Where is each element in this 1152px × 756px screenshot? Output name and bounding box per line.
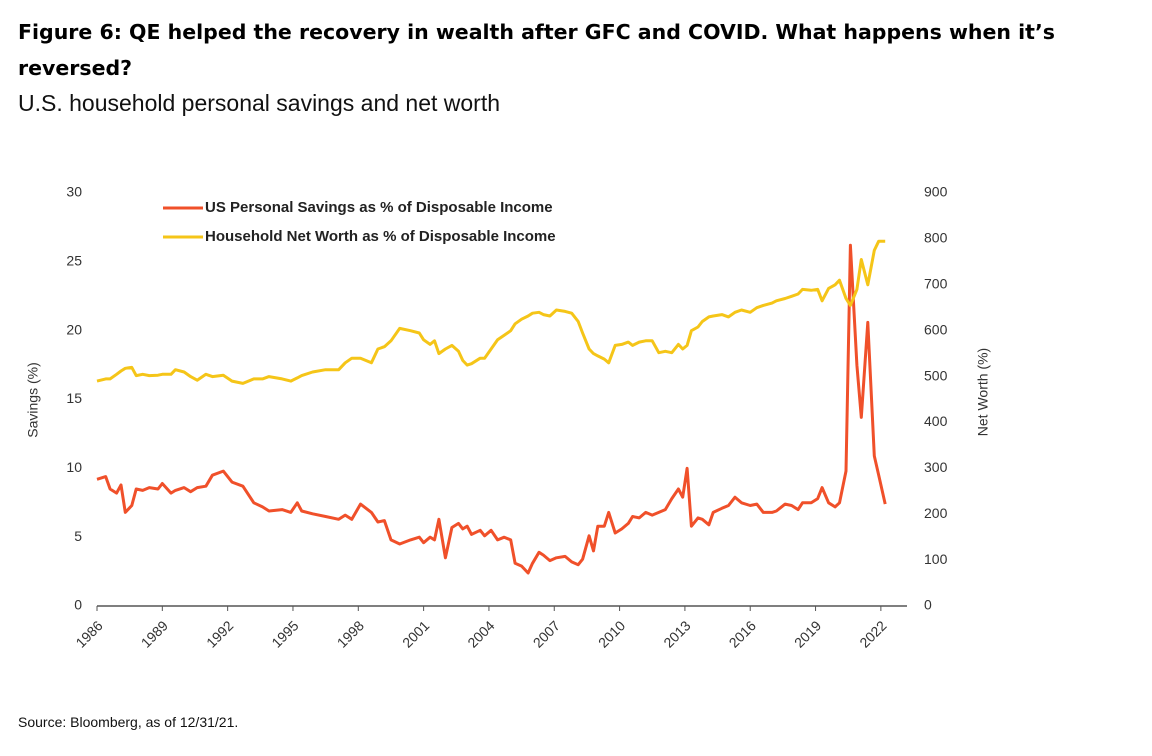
y2-axis-label: Net Worth (%) — [975, 348, 991, 436]
y2-tick-label: 800 — [924, 230, 948, 246]
x-tick-label: 1989 — [138, 617, 171, 650]
x-tick-label: 2010 — [595, 617, 628, 650]
y2-tick-label: 400 — [924, 413, 948, 429]
legend-label: US Personal Savings as % of Disposable I… — [205, 199, 553, 216]
x-tick-label: 1986 — [72, 617, 105, 650]
x-tick-label: 2019 — [791, 617, 824, 650]
y2-tick-label: 0 — [924, 597, 932, 613]
x-tick-label: 2004 — [464, 617, 497, 650]
x-tick-label: 2016 — [726, 617, 759, 650]
x-tick-label: 1992 — [203, 617, 236, 650]
y-tick-label: 10 — [66, 459, 82, 475]
y-tick-label: 30 — [66, 184, 82, 200]
y-tick-label: 0 — [74, 597, 82, 613]
y2-tick-label: 100 — [924, 551, 948, 567]
x-tick-label: 2001 — [399, 617, 432, 650]
x-tick-label: 2007 — [530, 617, 563, 650]
y-tick-label: 20 — [66, 321, 82, 337]
x-tick-label: 1998 — [334, 617, 367, 650]
y2-tick-label: 300 — [924, 459, 948, 475]
x-tick-label: 1995 — [268, 617, 301, 650]
chart-subtitle: U.S. household personal savings and net … — [18, 90, 501, 116]
y2-tick-label: 500 — [924, 367, 948, 383]
x-tick-label: 2013 — [660, 617, 693, 650]
y2-tick-label: 900 — [924, 184, 948, 200]
y-axis-label: Savings (%) — [25, 362, 41, 437]
y2-tick-label: 700 — [924, 275, 948, 291]
chart-title: Figure 6: QE helped the recovery in weal… — [18, 20, 1055, 80]
y-tick-label: 15 — [66, 390, 82, 406]
source-note: Source: Bloomberg, as of 12/31/21. — [18, 714, 239, 730]
y-tick-label: 5 — [74, 528, 82, 544]
y-tick-label: 25 — [66, 253, 82, 269]
legend-label: Household Net Worth as % of Disposable I… — [205, 228, 556, 245]
series-line — [96, 243, 887, 575]
y2-tick-label: 200 — [924, 505, 948, 521]
y2-tick-label: 600 — [924, 321, 948, 337]
series-line — [96, 239, 886, 385]
x-tick-label: 2022 — [856, 617, 889, 650]
